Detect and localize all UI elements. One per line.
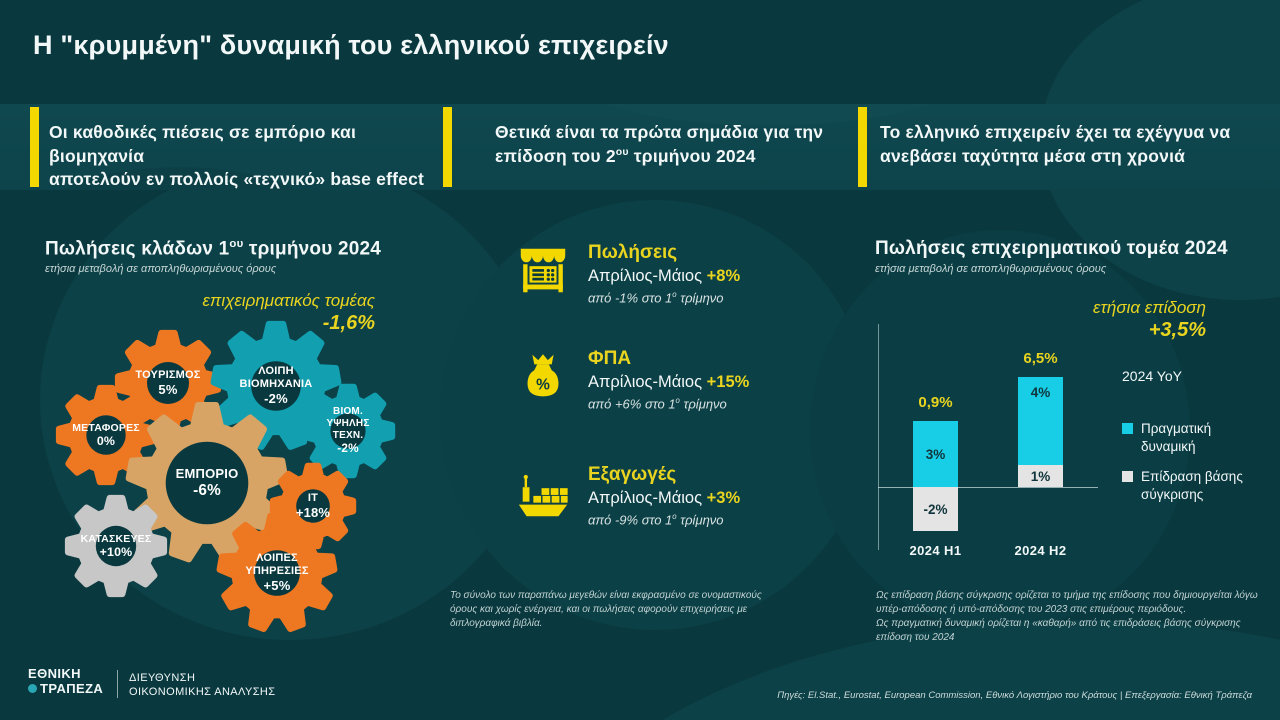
cyan-swatch-icon: [1122, 423, 1133, 434]
header-block-3: Το ελληνικό επιχειρείν έχει τα εχέγγυα ν…: [880, 122, 1231, 166]
legend-item-real-dynamic: Πραγματική δυναμική: [1122, 420, 1267, 455]
bar-category-label: 2024 H2: [1014, 543, 1067, 558]
svg-text:%: %: [536, 377, 550, 394]
chart-legend: 2024 YoY Πραγματική δυναμική Επίδραση βά…: [1122, 368, 1267, 516]
gear-icon: [55, 384, 157, 486]
gear-icon: [125, 402, 289, 563]
business-sector-annotation: επιχειρηματικός τομέας -1,6%: [202, 291, 375, 335]
header-band: [0, 104, 1280, 190]
bar-category-label: 2024 H1: [909, 543, 962, 558]
cargo-ship-icon: [518, 474, 568, 517]
header-block-1: Οι καθοδικές πιέσεις σε εμπόριο και βιομ…: [49, 122, 425, 190]
gear-icon: [210, 320, 342, 450]
bar-total-label: 0,9%: [918, 394, 953, 411]
gear-label: IT +18%: [295, 491, 331, 520]
nbg-logo: ΕΘΝΙΚΗ ΤΡΑΠΕΖΑ: [28, 666, 104, 696]
indicator-text: ΦΠΑ Απρίλιος-Μάιος +15% από +6% στο 1ο τ…: [588, 348, 750, 412]
footer-divider: [117, 670, 118, 698]
gear-label: ΛΟΙΠΗ ΒΙΟΜΗΧΑΝΙΑ -2%: [239, 365, 313, 407]
bar-segment: -2%: [913, 487, 958, 531]
department-label: ΔΙΕΥΘΥΝΣΗ ΟΙΚΟΝΟΜΙΚΗΣ ΑΝΑΛΥΣΗΣ: [129, 672, 276, 698]
indicator-text: Εξαγωγές Απρίλιος-Μάιος +3% από -9% στο …: [588, 464, 741, 528]
yellow-bar-2: [443, 107, 452, 187]
right-section-title: Πωλήσεις επιχειρηματικού τομέα 2024: [875, 238, 1228, 259]
gear-label: ΛΟΙΠΕΣ ΥΠΗΡΕΣΙΕΣ +5%: [245, 552, 309, 594]
gear-label: ΜΕΤΑΦΟΡΕΣ 0%: [72, 421, 140, 448]
yellow-bar-3: [858, 107, 867, 187]
bar-total-label: 6,5%: [1023, 350, 1058, 367]
logo-dot-icon: [28, 683, 37, 693]
right-footnote: Ως επίδραση βάσης σύγκρισης ορίζεται το …: [876, 590, 1258, 643]
annual-performance-annotation: ετήσια επίδοση +3,5%: [1093, 298, 1206, 342]
gear-icon: [300, 383, 396, 479]
indicator-exports: Εξαγωγές Απρίλιος-Μάιος +3% από -9% στο …: [514, 464, 849, 527]
gear-label: ΚΑΤΑΣΚΕΥΕΣ +10%: [80, 532, 152, 559]
header-block-2: Θετικά είναι τα πρώτα σημάδια για την επ…: [495, 122, 824, 166]
sources-line: Πηγές: El.Stat., Eurostat, European Comm…: [777, 690, 1252, 701]
decor-ellipse-left: [40, 160, 540, 640]
bar-segment: 4%: [1018, 377, 1063, 465]
gear-label: ΤΟΥΡΙΣΜΟΣ 5%: [135, 368, 201, 397]
indicator-sales: Πωλήσεις Απρίλιος-Μάιος +8% από -1% στο …: [514, 242, 849, 305]
money-bag-icon: %: [527, 354, 559, 397]
gear-label: ΕΜΠΟΡΙΟ -6%: [175, 466, 239, 499]
h1-h2-bar-chart: -2% 3% 0,9% 2024 H1 1% 4% 6,5% 2024 H2: [870, 318, 1110, 578]
legend-item-base-effect: Επίδραση βάσης σύγκρισης: [1122, 468, 1267, 503]
indicator-text: Πωλήσεις Απρίλιος-Μάιος +8% από -1% στο …: [588, 242, 741, 306]
legend-title: 2024 YoY: [1122, 368, 1182, 384]
y-axis-line: [878, 324, 879, 550]
page-title: Η "κρυμμένη" δυναμική του ελληνικού επιχ…: [33, 30, 669, 60]
left-section-subtitle: ετήσια μεταβολή σε αποπληθωρισμένους όρο…: [45, 263, 277, 275]
gear-icon: [64, 494, 168, 598]
gear-icon: [114, 329, 222, 437]
storefront-icon: [520, 248, 566, 293]
gear-icon: [216, 512, 338, 632]
indicator-vat: % ΦΠΑ Απρίλιος-Μάιος +15% από +6% στο 1ο…: [514, 348, 849, 411]
gear-icon: [269, 462, 357, 550]
gray-swatch-icon: [1122, 471, 1133, 483]
bar-segment: 1%: [1018, 465, 1063, 487]
gear-label: ΒΙΟΜ. ΥΨΗΛΗΣ ΤΕΧΝ. -2%: [326, 406, 370, 455]
bar-segment: 3%: [913, 421, 958, 487]
x-axis-line: [878, 487, 1098, 488]
yellow-bar-1: [30, 107, 39, 187]
right-section-subtitle: ετήσια μεταβολή σε αποπληθωρισμένους όρο…: [875, 263, 1107, 275]
middle-footnote: Το σύνολο των παραπάνω μεγεθών είναι εκφ…: [450, 590, 762, 629]
left-section-title: Πωλήσεις κλάδων 1ου τριμήνου 2024: [45, 238, 382, 260]
